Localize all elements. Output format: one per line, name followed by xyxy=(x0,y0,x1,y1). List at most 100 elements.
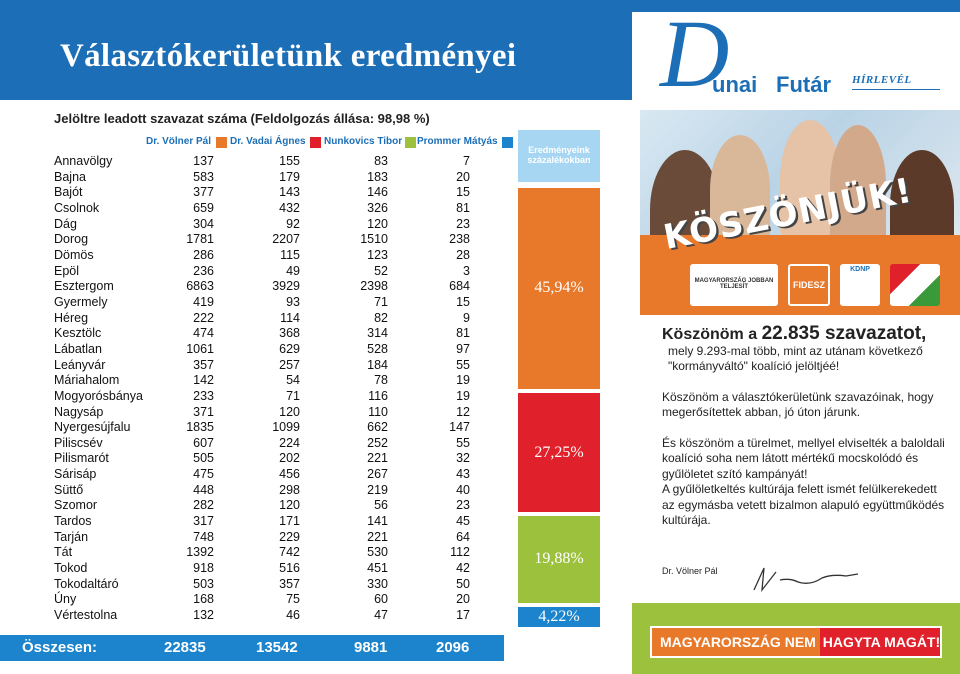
table-row: Nyergesújfalu 1835 1099 662 147 xyxy=(54,420,514,436)
settlement-name: Nagysáp xyxy=(54,404,104,419)
vote-count-candidate-3: 1510 xyxy=(360,232,388,247)
settlement-name: Vértestolna xyxy=(54,608,118,623)
table-row: Máriahalom 142 54 78 19 xyxy=(54,373,514,389)
logo-fidesz: FIDESZ xyxy=(788,264,830,306)
vote-count-candidate-1: 132 xyxy=(193,608,214,623)
vote-count-candidate-3: 252 xyxy=(367,435,388,450)
vote-count-candidate-3: 141 xyxy=(367,514,388,529)
vote-count-candidate-3: 326 xyxy=(367,200,388,215)
thank-you-letter: Köszönöm a 22.835 szavazatot, mely 9.293… xyxy=(662,324,952,544)
candidate-header-2: Dr. Vadai Ágnes xyxy=(230,136,306,147)
table-row: Gyermely 419 93 71 15 xyxy=(54,295,514,311)
vote-count-candidate-4: 238 xyxy=(449,232,470,247)
vote-count-candidate-2: 171 xyxy=(279,514,300,529)
vote-count-candidate-4: 7 xyxy=(463,154,470,168)
settlement-name: Süttő xyxy=(54,482,84,497)
vote-count-candidate-4: 42 xyxy=(456,561,470,576)
vote-count-candidate-2: 3929 xyxy=(272,279,300,294)
vote-count-candidate-1: 1392 xyxy=(186,545,214,560)
vote-count-candidate-2: 120 xyxy=(279,404,300,419)
vote-count-candidate-3: 47 xyxy=(374,608,388,623)
vote-count-candidate-4: 81 xyxy=(456,200,470,215)
vote-count-candidate-2: 229 xyxy=(279,529,300,544)
vote-count-candidate-1: 474 xyxy=(193,326,214,341)
vote-count-candidate-2: 92 xyxy=(286,216,300,231)
slogan-part-1: MAGYARORSZÁG NEM xyxy=(660,634,820,650)
vote-count-candidate-3: 82 xyxy=(374,310,388,325)
total-value-4: 2096 xyxy=(436,639,470,656)
vote-count-candidate-1: 137 xyxy=(193,154,214,168)
vote-count-candidate-2: 742 xyxy=(279,545,300,560)
settlement-name: Epöl xyxy=(54,263,80,278)
table-row: Bajna 583 179 183 20 xyxy=(54,170,514,186)
vote-count-candidate-1: 448 xyxy=(193,482,214,497)
settlement-name: Bajót xyxy=(54,185,83,200)
table-row: Úny 168 75 60 20 xyxy=(54,592,514,608)
vote-count-candidate-1: 1835 xyxy=(186,420,214,435)
vote-count-candidate-3: 120 xyxy=(367,216,388,231)
logo-letter: D xyxy=(660,0,730,107)
vote-count-candidate-3: 330 xyxy=(367,576,388,591)
table-row: Mogyorósbánya 233 71 116 19 xyxy=(54,389,514,405)
vote-count-candidate-4: 64 xyxy=(456,529,470,544)
logo-hungary-performs: MAGYARORSZÁG JOBBAN TELJESÍT xyxy=(690,264,778,306)
vote-count-candidate-1: 236 xyxy=(193,263,214,278)
vote-count-candidate-2: 155 xyxy=(279,154,300,168)
totals-label: Összesen: xyxy=(22,639,98,656)
vote-count-candidate-2: 516 xyxy=(279,561,300,576)
table-row: Tokodaltáró 503 357 330 50 xyxy=(54,577,514,593)
logo-unai: unai xyxy=(712,72,758,97)
vote-count-candidate-4: 15 xyxy=(456,185,470,200)
table-row: Leányvár 357 257 184 55 xyxy=(54,358,514,374)
vote-count-candidate-1: 304 xyxy=(193,216,214,231)
candidate-swatch-2 xyxy=(310,137,321,148)
vote-count-candidate-3: 116 xyxy=(368,388,388,403)
vote-count-candidate-3: 83 xyxy=(374,154,388,168)
settlement-name: Tarján xyxy=(54,529,89,544)
vote-count-candidate-2: 629 xyxy=(279,341,300,356)
letter-paragraph-2: Köszönöm a választókerületünk szavazóina… xyxy=(662,389,934,420)
percent-block-4: 4,22% xyxy=(518,606,600,627)
vote-count-candidate-1: 659 xyxy=(193,200,214,215)
signature-image xyxy=(753,567,859,593)
vote-count-candidate-2: 368 xyxy=(279,326,300,341)
vote-count-candidate-2: 257 xyxy=(279,357,300,372)
vote-count-candidate-4: 23 xyxy=(456,216,470,231)
table-row: Tardos 317 171 141 45 xyxy=(54,514,514,530)
vote-count-candidate-3: 52 xyxy=(374,263,388,278)
settlement-name: Tokod xyxy=(54,561,88,576)
vote-count-candidate-2: 179 xyxy=(279,169,300,184)
table-row: Héreg 222 114 82 9 xyxy=(54,311,514,327)
table-row: Tokod 918 516 451 42 xyxy=(54,561,514,577)
party-logos: MAGYARORSZÁG JOBBAN TELJESÍT FIDESZ KDNP xyxy=(690,262,950,312)
vote-count-candidate-1: 371 xyxy=(193,404,214,419)
logo-campaign xyxy=(890,264,940,306)
vote-count-candidate-1: 607 xyxy=(193,435,214,450)
table-row: Esztergom 6863 3929 2398 684 xyxy=(54,279,514,295)
table-row: Süttő 448 298 219 40 xyxy=(54,483,514,499)
vote-count-candidate-2: 115 xyxy=(280,247,300,262)
table-row: Dág 304 92 120 23 xyxy=(54,217,514,233)
vote-count-candidate-2: 46 xyxy=(286,608,300,623)
vote-count-candidate-2: 298 xyxy=(279,482,300,497)
vote-count-candidate-3: 60 xyxy=(374,592,388,607)
vote-count-candidate-3: 221 xyxy=(367,529,388,544)
table-row: Bajót 377 143 146 15 xyxy=(54,185,514,201)
vote-count-candidate-4: 23 xyxy=(456,498,470,513)
vote-count-candidate-1: 233 xyxy=(193,388,214,403)
vote-count-candidate-4: 19 xyxy=(456,373,470,388)
table-row: Sárisáp 475 456 267 43 xyxy=(54,467,514,483)
vote-count-candidate-2: 143 xyxy=(279,185,300,200)
vote-count-candidate-2: 224 xyxy=(279,435,300,450)
vote-count-candidate-3: 146 xyxy=(367,185,388,200)
settlement-name: Héreg xyxy=(54,310,89,325)
vote-count-candidate-1: 6863 xyxy=(186,279,214,294)
logo-futar: Futár xyxy=(776,72,831,97)
vote-count-candidate-3: 267 xyxy=(367,467,388,482)
newsletter-label: HÍRLEVÉL xyxy=(852,74,940,90)
table-row: Vértestolna 132 46 47 17 xyxy=(54,608,514,624)
candidate-swatch-4 xyxy=(502,137,513,148)
candidate-swatch-3 xyxy=(405,137,416,148)
candidate-header-3: Nunkovics Tibor xyxy=(324,136,403,147)
settlement-name: Esztergom xyxy=(54,279,114,294)
